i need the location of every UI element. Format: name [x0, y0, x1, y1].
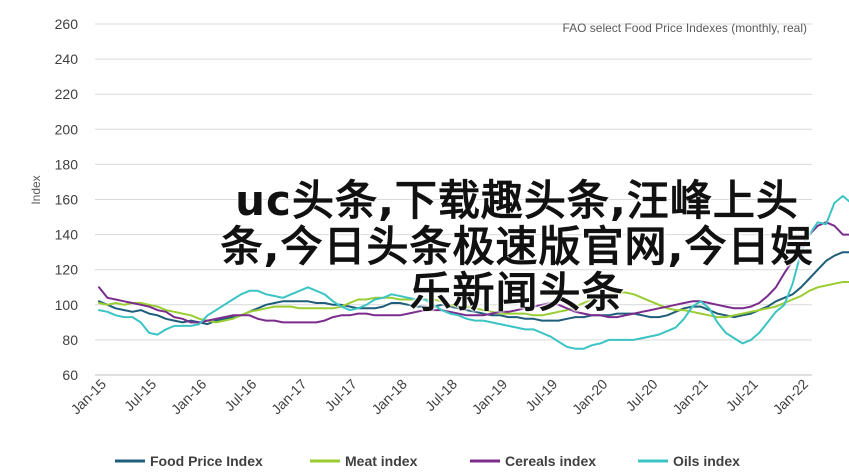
series-lines	[98, 195, 849, 350]
series-line-cereals-index	[98, 221, 849, 324]
y-tick-label: 60	[62, 367, 78, 383]
y-tick-label: 260	[55, 16, 79, 32]
y-tick-label: 120	[55, 262, 79, 278]
y-tick-label: 180	[55, 156, 79, 172]
y-tick-label: 100	[55, 297, 79, 313]
y-tick-label: 140	[55, 227, 79, 243]
y-axis-title: Index	[29, 175, 43, 204]
y-tick-label: 80	[62, 332, 78, 348]
y-tick-label: 240	[55, 51, 79, 67]
y-tick-label: 220	[55, 86, 79, 102]
legend-label-food-price-index: Food Price Index	[150, 453, 263, 469]
legend-label-meat-index: Meat index	[345, 453, 418, 469]
series-line-oils-index	[98, 195, 849, 350]
y-tick-label: 160	[55, 192, 79, 208]
legend-label-oils-index: Oils index	[673, 453, 740, 469]
chart-source-note: FAO select Food Price Indexes (monthly, …	[562, 21, 807, 35]
y-tick-label: 200	[55, 121, 79, 137]
legend: Food Price Index Meat index Cereals index O…	[115, 453, 740, 469]
legend-label-cereals-index: Cereals index	[505, 453, 596, 469]
